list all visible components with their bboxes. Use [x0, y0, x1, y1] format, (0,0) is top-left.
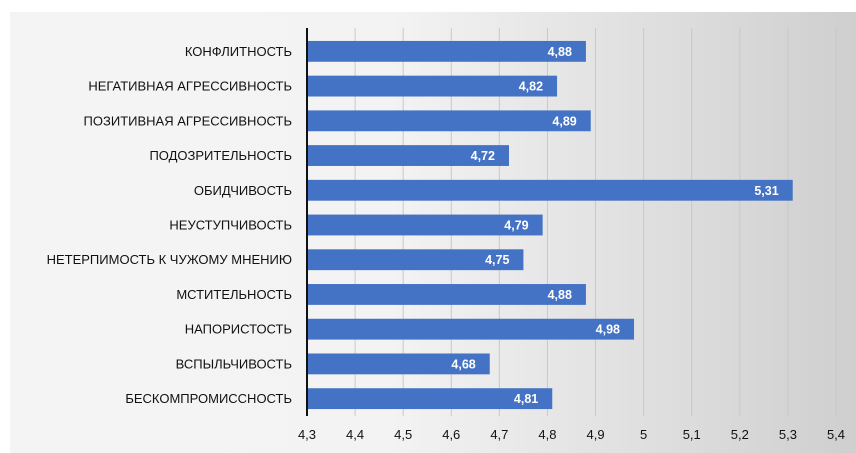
x-tick-label: 5,1 — [683, 427, 701, 442]
bar — [307, 179, 793, 201]
bar — [307, 388, 553, 410]
category-label: МСТИТЕЛЬНОСТЬ — [176, 287, 292, 302]
x-tick-label: 4,3 — [298, 427, 316, 442]
bar-value-label: 4,89 — [552, 114, 576, 128]
bar-value-label: 4,81 — [514, 392, 538, 406]
category-label: ПОДОЗРИТЕЛЬНОСТЬ — [149, 148, 292, 163]
bars: 4,88 4,82 4,89 4,72 5,31 4,79 4,75 4,88 4,98 4,68… — [307, 40, 793, 410]
x-tick-label: 4,4 — [346, 427, 364, 442]
category-label: КОНФЛИТНОСТЬ — [185, 44, 292, 59]
bar — [307, 284, 586, 305]
bar — [307, 75, 558, 97]
x-tick-label: 4,9 — [587, 427, 605, 442]
category-label: НАПОРИСТОСТЬ — [185, 322, 292, 337]
x-tick-label: 5,2 — [731, 427, 749, 442]
chart-area: 4,88 4,82 4,89 4,72 5,31 4,79 4,75 4,88 4,98 4,68… — [10, 12, 856, 453]
bar — [307, 40, 586, 62]
x-tick-label: 5,3 — [779, 427, 797, 442]
bar-value-label: 5,31 — [754, 184, 778, 198]
x-tick-label: 4,8 — [538, 427, 556, 442]
bar-value-label: 4,88 — [548, 288, 572, 302]
bar-value-label: 4,79 — [504, 219, 528, 233]
bar-value-label: 4,72 — [471, 149, 495, 163]
bar — [307, 318, 635, 340]
x-tick-label: 4,5 — [394, 427, 412, 442]
category-label: ПОЗИТИВНАЯ АГРЕССИВНОСТЬ — [84, 113, 292, 128]
bar-value-label: 4,88 — [548, 45, 572, 59]
category-label: ВСПЫЛЬЧИВОСТЬ — [176, 356, 292, 371]
x-tick-label: 4,6 — [442, 427, 460, 442]
category-label: НЕУСТУПЧИВОСТЬ — [169, 218, 292, 233]
bar-value-label: 4,75 — [485, 253, 509, 267]
bar — [307, 214, 543, 236]
bar-value-label: 4,98 — [596, 323, 620, 337]
x-tick-label: 4,7 — [490, 427, 508, 442]
bar — [307, 249, 524, 271]
bar-value-label: 4,82 — [519, 80, 543, 94]
category-label: ОБИДЧИВОСТЬ — [194, 183, 292, 198]
category-label: НЕТЕРПИМОСТЬ К ЧУЖОМУ МНЕНИЮ — [47, 252, 292, 267]
x-tick-label: 5,4 — [827, 427, 845, 442]
x-tick-labels: 4,3 4,4 4,5 4,6 4,7 4,8 4,9 5 5,1 5,2 5,3 5,4 — [298, 427, 845, 442]
x-tick-label: 5 — [640, 427, 647, 442]
bar — [307, 110, 591, 132]
bar-value-label: 4,68 — [451, 357, 475, 371]
category-label: БЕСКОМПРОМИССНОСТЬ — [125, 391, 292, 406]
category-labels: КОНФЛИТНОСТЬ НЕГАТИВНАЯ АГРЕССИВНОСТЬ ПОЗИ… — [47, 44, 292, 406]
bar-chart: 4,884,824,894,725,314,794,754,884,984,68… — [47, 28, 845, 442]
category-label: НЕГАТИВНАЯ АГРЕССИВНОСТЬ — [88, 79, 292, 94]
bar — [307, 145, 509, 166]
bar — [307, 353, 490, 375]
